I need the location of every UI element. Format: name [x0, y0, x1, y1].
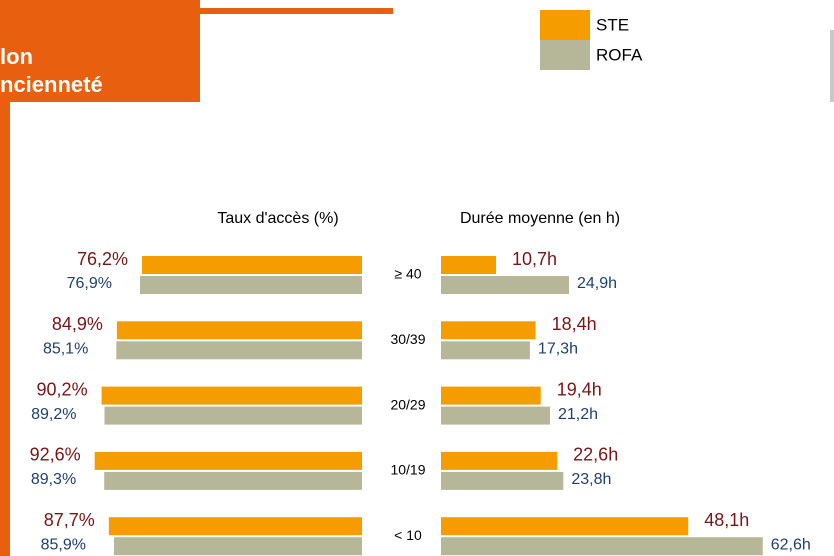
- title-rule: [200, 8, 393, 14]
- legend-label: ROFA: [596, 45, 643, 64]
- bar: [108, 517, 363, 536]
- bar: [441, 341, 530, 360]
- value-label: 19,4h: [557, 379, 602, 399]
- bar: [441, 276, 569, 294]
- category-label: 20/29: [390, 396, 425, 412]
- bar: [104, 406, 362, 425]
- bar: [101, 386, 363, 405]
- bar: [116, 341, 362, 360]
- category-label: 10/19: [390, 462, 425, 478]
- value-label: 48,1h: [704, 510, 749, 530]
- value-label: 21,2h: [558, 406, 598, 423]
- title-box: [0, 0, 200, 102]
- value-label: 17,3h: [538, 341, 578, 358]
- edge-rule: [830, 30, 834, 102]
- value-label: 85,9%: [41, 536, 86, 553]
- bar: [441, 321, 536, 340]
- value-label: 18,4h: [552, 314, 597, 334]
- bar: [114, 537, 362, 556]
- bar: [441, 451, 558, 470]
- value-label: 62,6h: [771, 536, 811, 553]
- value-label: 87,7%: [44, 510, 95, 530]
- bar: [142, 256, 362, 274]
- value-label: 24,9h: [577, 275, 617, 292]
- value-label: 85,1%: [43, 341, 88, 358]
- value-label: 84,9%: [52, 314, 103, 334]
- bar: [441, 256, 496, 274]
- bar: [441, 537, 763, 556]
- value-label: 22,6h: [573, 445, 618, 465]
- value-label: 76,9%: [67, 275, 112, 292]
- bar: [104, 471, 362, 490]
- value-label: 10,7h: [512, 249, 557, 269]
- bar: [441, 471, 564, 490]
- value-label: 23,8h: [571, 471, 611, 488]
- chart-title: Durée moyenne (en h): [460, 210, 620, 227]
- value-label: 90,2%: [37, 379, 88, 399]
- bar: [94, 451, 362, 470]
- bar: [139, 276, 362, 294]
- title-line: ncienneté: [0, 72, 103, 97]
- bar: [441, 517, 689, 536]
- title-line: lon: [0, 44, 33, 69]
- chart-title: Taux d'accès (%): [217, 210, 338, 227]
- bar: [116, 321, 362, 340]
- bar: [441, 386, 541, 405]
- category-label: 30/39: [390, 331, 425, 347]
- bar: [441, 406, 550, 425]
- value-label: 92,6%: [30, 445, 81, 465]
- value-label: 89,2%: [31, 406, 76, 423]
- value-label: 76,2%: [77, 249, 128, 269]
- legend-swatch: [540, 10, 590, 40]
- legend-label: STE: [596, 15, 629, 34]
- category-label: ≥ 40: [394, 266, 421, 282]
- value-label: 89,3%: [31, 471, 76, 488]
- legend-swatch: [540, 40, 590, 70]
- category-label: < 10: [394, 527, 422, 543]
- side-bar: [0, 102, 10, 556]
